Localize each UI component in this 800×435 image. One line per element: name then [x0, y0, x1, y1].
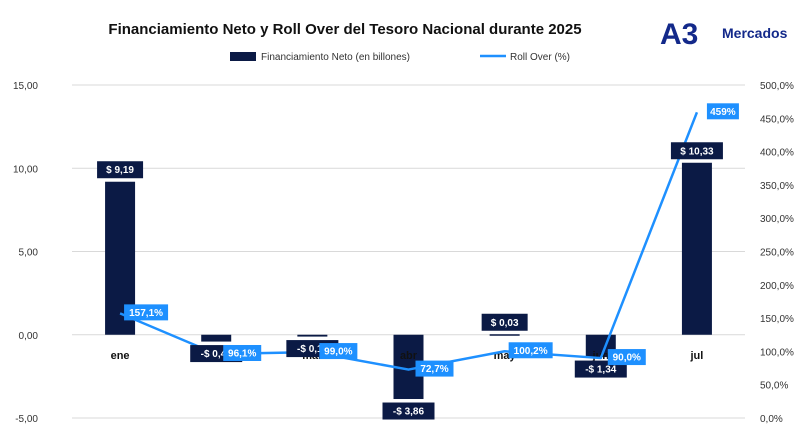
line-label-text: 96,1% — [228, 348, 256, 359]
bar-label-box — [97, 161, 144, 179]
left-tick-label: 5,00 — [19, 248, 39, 259]
bar-label-text: -$ 1,34 — [585, 365, 617, 376]
right-tick-label: 300,0% — [760, 214, 794, 225]
line-data-label: 72,7% — [415, 360, 454, 377]
line-data-label: 90,0% — [607, 349, 646, 366]
line-label-box — [508, 342, 553, 359]
line-data-label: 157,1% — [124, 304, 169, 321]
bar-label-text: -$ 3,86 — [393, 407, 425, 418]
line-label-box — [124, 304, 169, 321]
legend-label-line: Roll Over (%) — [510, 52, 570, 63]
brand-mark: A3 — [660, 18, 698, 51]
bar-label-box — [670, 142, 723, 160]
bar-label-box — [382, 402, 435, 420]
line-data-labels: 157,1% 96,1% 99,0% 72,7% 100,2% 90,0% 459% — [124, 103, 739, 377]
right-tick-label: 400,0% — [760, 148, 794, 159]
bar-data-label: $ 10,33 — [670, 142, 723, 160]
left-tick-label: 0,00 — [19, 331, 39, 342]
category-label: ene — [111, 350, 130, 362]
line-data-label: 96,1% — [223, 344, 262, 361]
right-tick-label: 500,0% — [760, 81, 794, 92]
line-label-text: 100,2% — [514, 346, 548, 357]
line-label-text: 459% — [710, 107, 736, 118]
line-label-box — [415, 360, 454, 377]
line-data-label: 100,2% — [508, 342, 553, 359]
bar-label-text: -$ 0,41 — [201, 349, 233, 360]
chart-title: Financiamiento Neto y Roll Over del Teso… — [108, 21, 581, 38]
line-label-text: 90,0% — [613, 353, 641, 364]
left-tick-label: -5,00 — [15, 414, 38, 425]
bar — [489, 334, 520, 336]
bar-data-label: $ 9,19 — [97, 161, 144, 179]
bar-label-text: $ 10,33 — [680, 146, 714, 157]
category-label: jul — [690, 350, 704, 362]
line-label-box — [319, 343, 358, 360]
right-tick-label: 50,0% — [760, 381, 788, 392]
right-tick-label: 250,0% — [760, 248, 794, 259]
line-data-label: 459% — [706, 103, 739, 120]
right-tick-label: 150,0% — [760, 314, 794, 325]
brand-logo: A3 Mercados — [660, 18, 788, 51]
bar-data-labels: $ 9,19 -$ 0,41 -$ 0,11 -$ 3,86 $ 0,03 -$ 1,34… — [97, 142, 723, 420]
bar-label-text: $ 0,03 — [491, 318, 519, 329]
right-axis: 0,0% 50,0% 100,0% 150,0% 200,0% 250,0% 300,0% 3… — [760, 81, 794, 425]
left-axis: -5,00 0,00 5,00 10,00 15,00 — [13, 81, 38, 425]
bar — [201, 334, 232, 342]
bar-label-box — [481, 313, 528, 331]
line-label-text: 157,1% — [129, 308, 163, 319]
right-tick-label: 450,0% — [760, 114, 794, 125]
legend-swatch-bar — [230, 52, 256, 61]
left-tick-label: 15,00 — [13, 81, 38, 92]
legend: Financiamiento Neto (en billones) Roll O… — [230, 52, 570, 63]
bar — [681, 162, 712, 335]
bar-data-label: $ 0,03 — [481, 313, 528, 331]
bar-data-label: -$ 3,86 — [382, 402, 435, 420]
line-label-text: 72,7% — [420, 364, 448, 375]
bar-label-text: -$ 0,11 — [297, 344, 328, 355]
line-label-box — [223, 344, 262, 361]
line-data-label: 99,0% — [319, 343, 358, 360]
right-tick-label: 350,0% — [760, 181, 794, 192]
right-tick-label: 100,0% — [760, 347, 794, 358]
right-tick-label: 200,0% — [760, 281, 794, 292]
line-label-box — [607, 349, 646, 366]
line-label-text: 99,0% — [324, 347, 352, 358]
brand-word: Mercados — [722, 25, 788, 41]
rollover-line — [119, 111, 699, 371]
right-tick-label: 0,0% — [760, 414, 783, 425]
bar — [297, 334, 328, 337]
line-label-box — [706, 103, 739, 120]
category-label: abr — [400, 350, 418, 362]
legend-label-bar: Financiamiento Neto (en billones) — [261, 52, 410, 63]
left-tick-label: 10,00 — [13, 164, 38, 175]
bar-label-text: $ 9,19 — [106, 165, 134, 176]
line-series — [119, 111, 699, 371]
